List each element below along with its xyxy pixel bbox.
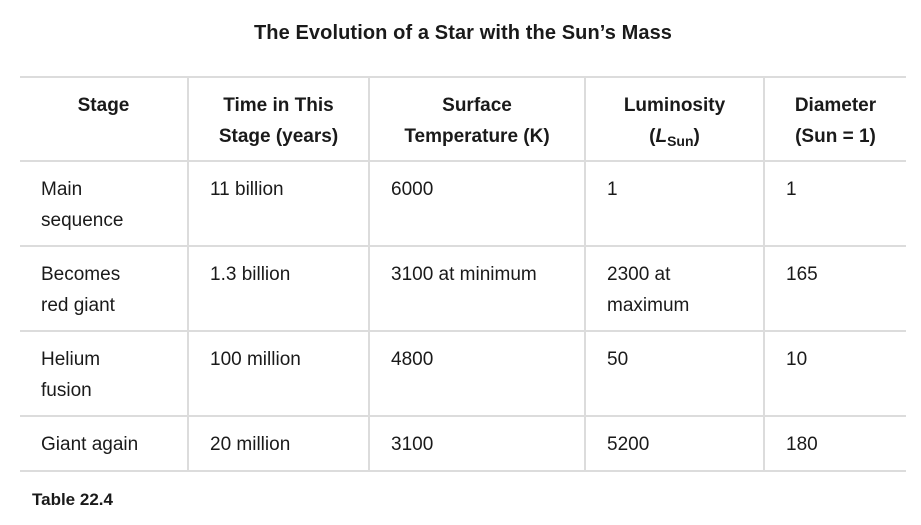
cell-temperature: 4800 (368, 330, 586, 417)
cell-diameter: 165 (763, 245, 906, 332)
header-temperature: Surface Temperature (K) (368, 76, 586, 162)
luminosity-line1: 50 (607, 349, 629, 370)
header-stage: Stage (20, 76, 189, 162)
table-row: Becomes red giant 1.3 billion 3100 at min… (20, 245, 906, 332)
header-luminosity: Luminosity (LSun) (584, 76, 765, 162)
header-time-line2: Stage (years) (218, 126, 339, 147)
header-row: Stage Time in This Stage (years) Surface… (20, 76, 906, 162)
cell-time: 1.3 billion (187, 245, 370, 332)
cell-time: 20 million (187, 415, 370, 472)
header-luminosity-open-paren: ( (649, 126, 656, 147)
stage-line1: Helium (41, 349, 101, 370)
cell-diameter: 10 (763, 330, 906, 417)
cell-stage: Main sequence (20, 160, 189, 247)
header-luminosity-subscript: Sun (667, 133, 694, 149)
cell-luminosity: 5200 (584, 415, 765, 472)
header-time-line1: Time in This (223, 95, 334, 116)
cell-temperature: 3100 at minimum (368, 245, 586, 332)
stage-line2: sequence (41, 210, 124, 231)
luminosity-line1: 2300 at (607, 264, 671, 285)
stage-line2: red giant (41, 295, 115, 316)
cell-stage: Becomes red giant (20, 245, 189, 332)
header-stage-label: Stage (77, 95, 130, 116)
header-luminosity-line1: Luminosity (623, 95, 726, 116)
cell-stage: Helium fusion (20, 330, 189, 417)
cell-luminosity: 2300 at maximum (584, 245, 765, 332)
stage-line2: fusion (41, 380, 92, 401)
luminosity-line1: 1 (607, 179, 618, 200)
header-diameter-line2: (Sun = 1) (795, 126, 876, 147)
table-row: Giant again 20 million 3100 5200 180 (20, 415, 906, 472)
cell-diameter: 180 (763, 415, 906, 472)
cell-diameter: 1 (763, 160, 906, 247)
cell-temperature: 3100 (368, 415, 586, 472)
header-luminosity-close-paren: ) (693, 126, 700, 147)
cell-temperature: 6000 (368, 160, 586, 247)
table-row: Helium fusion 100 million 4800 50 10 (20, 330, 906, 417)
table-caption: Table 22.4 (32, 490, 113, 509)
table-row: Main sequence 11 billion 6000 1 1 (20, 160, 906, 247)
cell-time: 100 million (187, 330, 370, 417)
header-time: Time in This Stage (years) (187, 76, 370, 162)
stage-line1: Main (41, 179, 83, 200)
star-evolution-table: Stage Time in This Stage (years) Surface… (20, 76, 906, 472)
cell-time: 11 billion (187, 160, 370, 247)
header-luminosity-symbol: L (655, 126, 668, 147)
header-temperature-line2: Temperature (K) (404, 126, 550, 147)
header-diameter: Diameter (Sun = 1) (763, 76, 906, 162)
stage-line1: Giant again (41, 434, 139, 455)
header-diameter-line1: Diameter (794, 95, 877, 116)
cell-luminosity: 1 (584, 160, 765, 247)
table-title: The Evolution of a Star with the Sun’s M… (253, 22, 673, 44)
luminosity-line1: 5200 (607, 434, 650, 455)
stage-line1: Becomes (41, 264, 121, 285)
cell-stage: Giant again (20, 415, 189, 472)
header-temperature-line1: Surface (442, 95, 512, 116)
luminosity-line2: maximum (607, 295, 690, 316)
cell-luminosity: 50 (584, 330, 765, 417)
